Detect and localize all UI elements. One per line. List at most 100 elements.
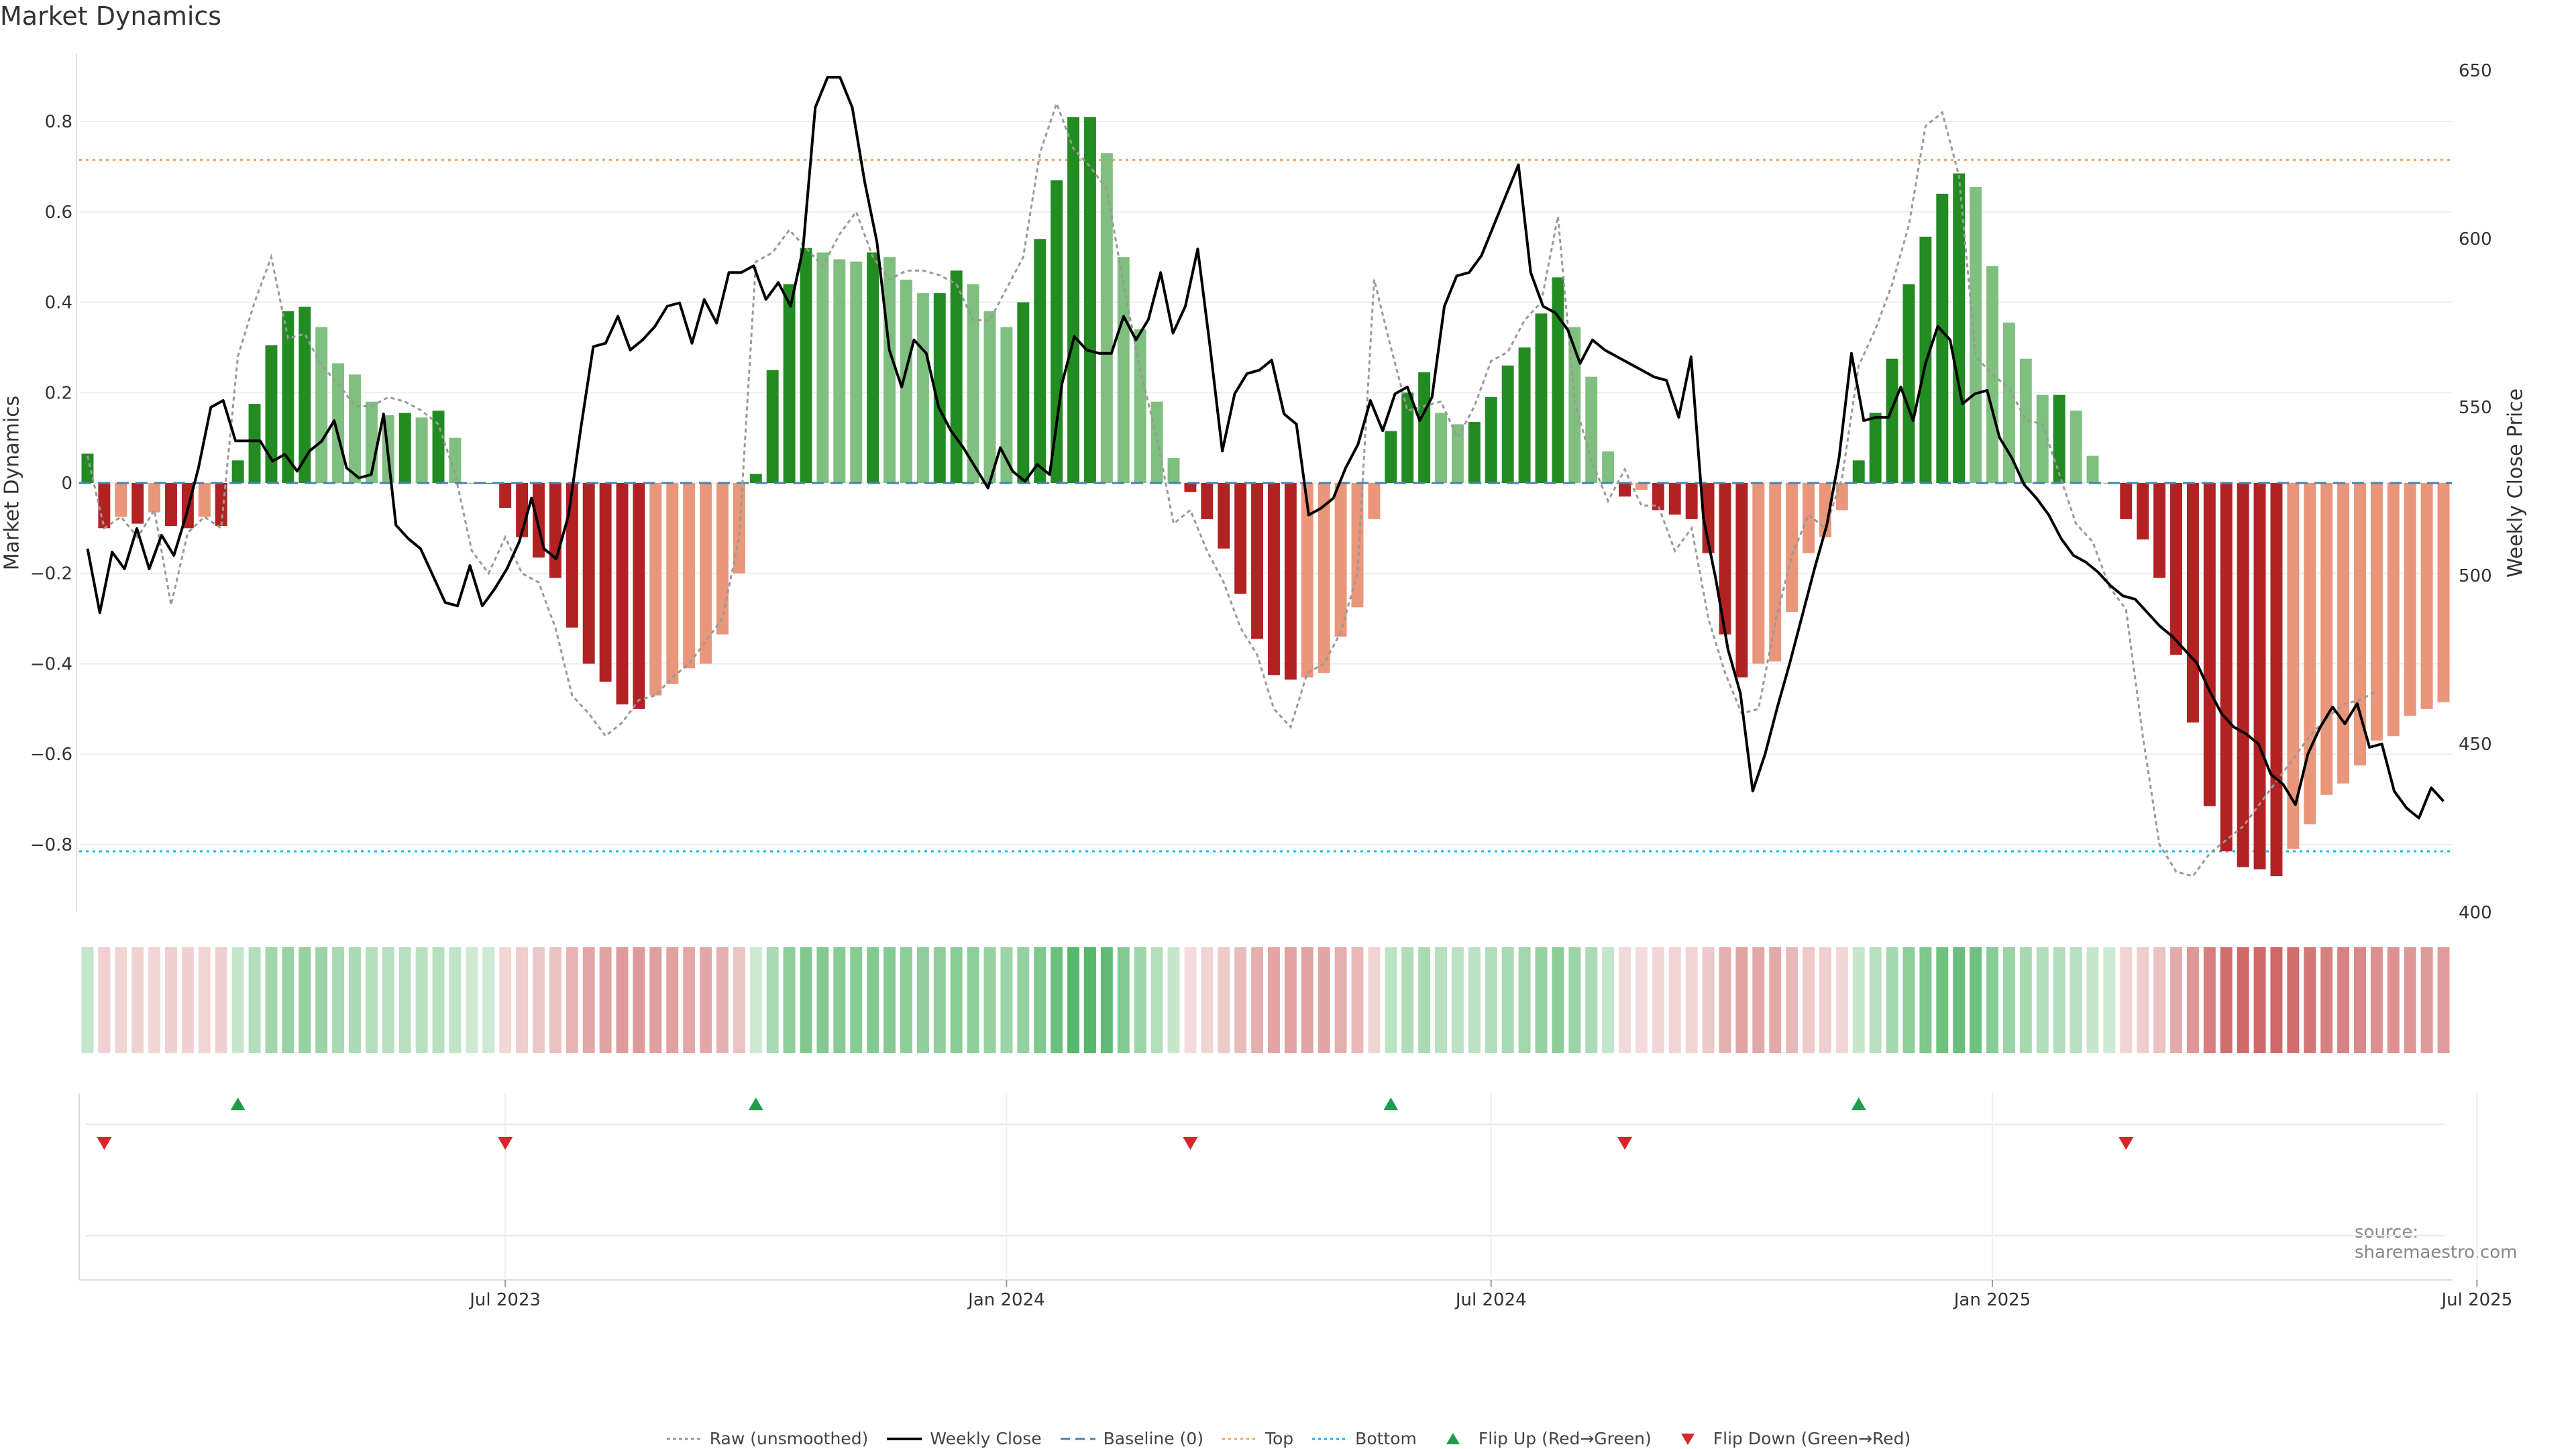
heat-cell — [1869, 947, 1882, 1053]
heat-cell — [1635, 947, 1648, 1053]
heat-cell — [449, 947, 462, 1053]
heat-cell — [582, 947, 595, 1053]
y2-tick-label: 650 — [2459, 61, 2492, 81]
heat-cell — [115, 947, 127, 1053]
heat-cell — [2086, 947, 2099, 1053]
heat-cell — [1034, 947, 1046, 1053]
bar — [1267, 483, 1280, 676]
bar — [1652, 483, 1664, 511]
heat-cell — [1368, 947, 1381, 1053]
legend: Raw (unsmoothed) Weekly Close Baseline (0)… — [0, 1429, 2576, 1448]
bar — [1017, 302, 1030, 483]
bar — [2153, 483, 2166, 578]
heat-cell — [566, 947, 578, 1053]
heat-cell — [231, 947, 244, 1053]
heat-cell — [1518, 947, 1531, 1053]
bar — [1685, 483, 1698, 519]
heat-cell — [2320, 947, 2333, 1053]
heat-cell — [1886, 947, 1898, 1053]
bar — [1835, 483, 1848, 511]
x-tick-label: Jan 2025 — [1953, 1290, 2031, 1310]
heat-cell — [1769, 947, 1782, 1053]
heat-cell — [349, 947, 361, 1053]
heat-cell — [2404, 947, 2416, 1053]
heat-cell — [933, 947, 946, 1053]
heat-cell — [533, 947, 545, 1053]
heat-cell — [2019, 947, 2032, 1053]
x-tick-label: Jul 2024 — [1454, 1290, 1527, 1310]
bar — [1301, 483, 1313, 678]
bar — [1752, 483, 1765, 664]
heat-cell — [599, 947, 612, 1053]
bar — [1334, 483, 1347, 637]
bar — [1585, 376, 1598, 483]
bar — [2387, 483, 2400, 737]
heat-cell — [516, 947, 529, 1053]
bar — [1234, 483, 1247, 594]
bar — [633, 483, 645, 709]
bar — [716, 483, 729, 635]
heat-cell — [816, 947, 829, 1053]
legend-item-flip-up: Flip Up (Red→Green) — [1434, 1429, 1652, 1448]
heat-cell — [165, 947, 177, 1053]
bar — [2170, 483, 2182, 655]
heat-cell — [1418, 947, 1431, 1053]
heat-cell — [1819, 947, 1831, 1053]
y-tick-label: 0.6 — [45, 203, 72, 223]
bar — [816, 252, 829, 483]
y-tick-label: 0.2 — [45, 383, 72, 403]
y2-tick-label: 450 — [2459, 735, 2492, 755]
heat-cell — [1251, 947, 1264, 1053]
bar — [1083, 117, 1096, 483]
heat-cell — [1051, 947, 1063, 1053]
bar — [1852, 460, 1865, 483]
bar — [2120, 483, 2133, 519]
bar — [749, 474, 762, 483]
heat-cell — [2220, 947, 2233, 1053]
heat-cell — [2103, 947, 2116, 1053]
heat-cell — [466, 947, 478, 1053]
heat-cell — [2253, 947, 2266, 1053]
heat-cell — [2237, 947, 2249, 1053]
heat-cell — [700, 947, 712, 1053]
legend-swatch-raw — [666, 1438, 702, 1440]
heat-cell — [1902, 947, 1915, 1053]
flip-down-marker — [97, 1137, 112, 1150]
heat-cell — [1535, 947, 1548, 1053]
heat-cell — [365, 947, 378, 1053]
bar — [2320, 483, 2333, 795]
flip-up-marker — [748, 1097, 763, 1110]
flip-down-marker — [498, 1137, 513, 1150]
heat-cell — [1919, 947, 1932, 1053]
bar — [2253, 483, 2266, 869]
heat-cell — [1401, 947, 1414, 1053]
bar — [2304, 483, 2316, 824]
legend-item-raw: Raw (unsmoothed) — [665, 1429, 868, 1448]
bar — [1117, 257, 1130, 483]
bar — [265, 345, 278, 483]
heat-cell — [2387, 947, 2400, 1053]
bar — [800, 248, 812, 483]
bar — [766, 370, 779, 483]
heat-cell — [1000, 947, 1013, 1053]
bar — [1786, 483, 1799, 612]
bar — [1702, 483, 1715, 553]
heat-cell — [248, 947, 261, 1053]
heat-cell — [1100, 947, 1113, 1053]
bar — [1351, 483, 1364, 608]
heat-cell — [2420, 947, 2433, 1053]
bar — [1869, 413, 1882, 483]
flip-up-marker — [1851, 1097, 1866, 1110]
heat-cell — [2153, 947, 2166, 1053]
heat-cell — [1552, 947, 1564, 1053]
bar — [1886, 358, 1898, 483]
heat-cell — [749, 947, 762, 1053]
bar — [2070, 411, 2082, 483]
bar — [666, 483, 679, 684]
heat-cell — [198, 947, 211, 1053]
bar — [1602, 451, 1615, 483]
bar — [1418, 372, 1431, 483]
bar — [1902, 284, 1915, 483]
heat-cell — [2070, 947, 2082, 1053]
